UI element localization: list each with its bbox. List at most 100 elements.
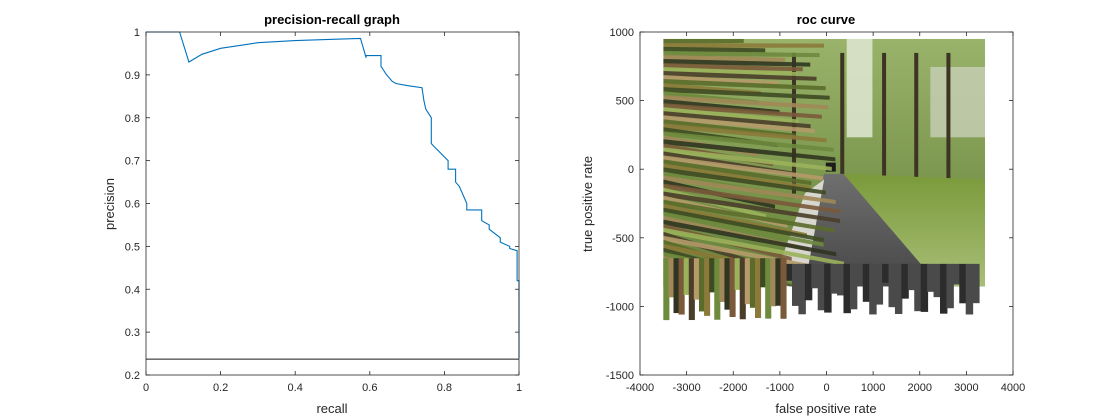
pr-chart: precision-recall graph 0 0.2 0.4 0.6 0.8 1 0.… [102, 12, 522, 416]
streak [663, 75, 780, 86]
fringe-strip [780, 258, 787, 319]
roc-y-tick-label: 500 [616, 96, 634, 108]
fringe-strip [952, 263, 961, 285]
fringe-strip [683, 258, 690, 295]
fringe-strip [765, 258, 772, 319]
fringe-strip [959, 263, 967, 304]
pr-y-tick-label: 0.9 [125, 70, 140, 82]
fringe-strip [693, 258, 700, 300]
pr-y-tick-label: 0.4 [125, 284, 140, 296]
fringe-strip [760, 258, 767, 288]
sky-patch [846, 38, 873, 138]
roc-x-tick-label: -2000 [719, 382, 747, 394]
pr-x-tick-label: 1 [516, 382, 522, 394]
streak [663, 191, 841, 224]
building [930, 66, 986, 138]
roc-y-tick-label: 1000 [610, 27, 634, 39]
streak [663, 131, 834, 152]
pr-y-tick-label: 0.5 [125, 241, 140, 253]
roc-y-ticks: -1500 -1000 -500 0 500 1000 [606, 27, 1013, 382]
fringe-strip [920, 263, 929, 312]
fringe-strip [688, 258, 695, 321]
fringe-strip [862, 263, 871, 302]
fringe-strip [804, 263, 813, 301]
roc-x-tick-label: 0 [823, 382, 829, 394]
pr-x-ticks: 0 0.2 0.4 0.6 0.8 1 [143, 32, 522, 394]
pr-y-tick-label: 0.2 [125, 370, 140, 382]
fringe-strip [824, 263, 832, 313]
streak [663, 46, 766, 53]
streak [663, 79, 826, 91]
pr-x-tick-label: 0 [143, 382, 149, 394]
streak [663, 183, 841, 214]
roc-x-tick-label: -4000 [626, 382, 654, 394]
pr-chart-title: precision-recall graph [264, 12, 400, 27]
fringe-strip [888, 263, 896, 308]
fringe-strip [704, 258, 711, 316]
fringe-strip [724, 258, 731, 310]
fringe-strip [856, 263, 864, 287]
roc-street-image [663, 38, 986, 321]
fringe-strip [714, 258, 721, 320]
bottom-fringe [663, 258, 980, 321]
roc-y-tick-label: -500 [612, 233, 634, 245]
roc-y-tick-label: -1000 [606, 301, 634, 313]
pr-y-axis-label: precision [102, 178, 117, 230]
streak [663, 139, 836, 162]
pr-y-ticks: 0.2 0.3 0.4 0.5 0.6 0.7 0.8 0.9 1 [125, 27, 519, 382]
tree-trunk [882, 52, 887, 194]
streak [663, 207, 824, 242]
fringe-strip [972, 263, 980, 304]
fringe-strip [927, 263, 935, 292]
fringe-strip [739, 258, 746, 320]
pr-y-tick-label: 0.6 [125, 199, 140, 211]
tree-trunk [946, 52, 951, 194]
fringe-strip [791, 263, 800, 306]
pr-x-tick-label: 0.6 [362, 382, 377, 394]
roc-chart-title: roc curve [797, 12, 856, 27]
fringe-strip [698, 258, 706, 312]
fringe-strip [837, 263, 845, 296]
fringe-strip [744, 258, 751, 305]
roc-x-tick-label: -1000 [766, 382, 794, 394]
pr-x-tick-label: 0.4 [288, 382, 303, 394]
streak [663, 107, 799, 124]
roc-x-tick-label: -3000 [673, 382, 701, 394]
roc-x-tick-label: 4000 [1001, 382, 1025, 394]
roc-x-axis-label: false positive rate [775, 401, 876, 416]
pr-plot-content [146, 31, 520, 360]
streak [663, 167, 826, 195]
streak [663, 111, 811, 129]
fringe-strip [673, 258, 680, 314]
fringe-strip [914, 263, 922, 312]
pr-plot-area [146, 32, 519, 375]
fringe-strip [894, 263, 903, 315]
pr-y-tick-label: 0.8 [125, 113, 140, 125]
streak [663, 175, 836, 205]
pr-y-tick-label: 1 [134, 27, 140, 39]
fringe-strip [668, 258, 675, 298]
tree-trunk [914, 52, 919, 194]
fringe-strip [729, 258, 736, 318]
roc-x-tick-label: 2000 [908, 382, 932, 394]
fringe-strip [663, 258, 670, 321]
fringe-strip [678, 258, 685, 315]
streak [663, 66, 797, 77]
streak [663, 58, 811, 67]
pr-y-tick-label: 0.3 [125, 327, 140, 339]
fringe-strip [811, 263, 819, 289]
streak [663, 38, 744, 44]
fringe-strip [946, 263, 954, 309]
fringe-strip [843, 263, 851, 314]
streak [663, 71, 817, 81]
streak [663, 87, 830, 100]
fringe-strip [719, 258, 726, 302]
fringe-strip [875, 263, 884, 305]
fringe-strip [755, 258, 762, 318]
grass-verge [840, 173, 986, 287]
pr-x-tick-label: 0.2 [213, 382, 228, 394]
tree-trunk [840, 52, 845, 194]
fringe-strip [965, 263, 974, 315]
streak [663, 95, 829, 110]
fringe-strip [869, 263, 877, 315]
